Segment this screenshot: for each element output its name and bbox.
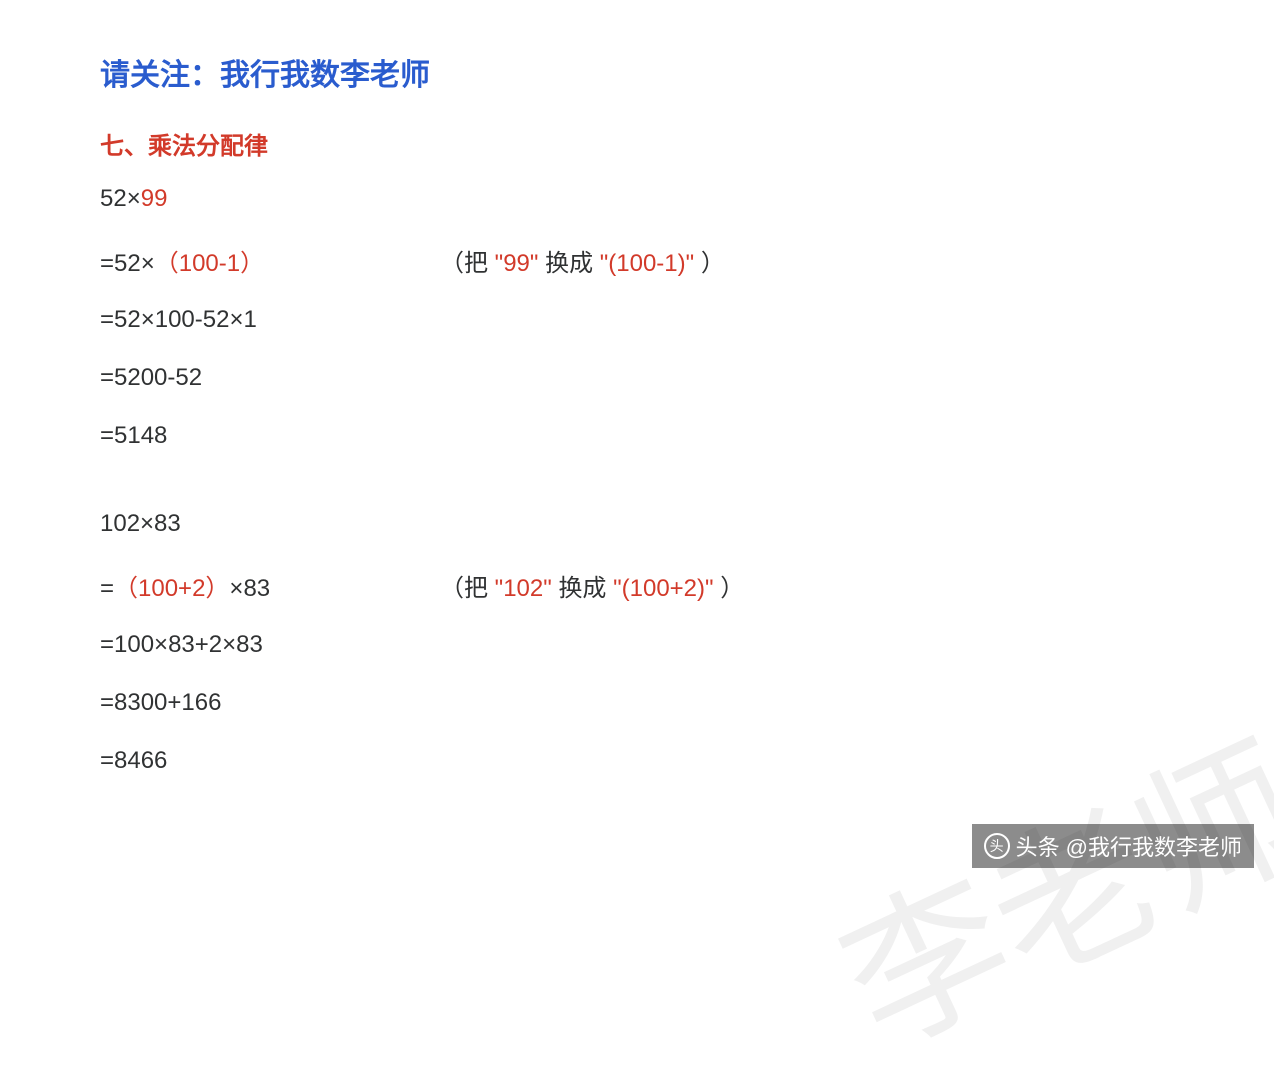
watermark-bar: 头 头条 @我行我数李老师: [972, 824, 1254, 868]
p2-line1: 102×83: [100, 510, 1174, 540]
p2-line3: =100×83+2×83: [100, 631, 1174, 661]
page-title: 请关注：我行我数李老师: [100, 50, 1174, 94]
text-red: （100-1）: [155, 250, 264, 277]
text: =8300+166: [100, 689, 221, 717]
text: 52×: [100, 185, 141, 212]
p2-line2: =（100+2）×83 （把 "102" 换成 "(100+2)" ）: [100, 568, 1174, 603]
text-red: "(100-1)": [600, 250, 694, 277]
text: =100×83+2×83: [100, 631, 263, 659]
text-red: （100+2）: [114, 575, 229, 602]
text: =5148: [100, 422, 167, 450]
text: ）: [720, 575, 744, 602]
text: ×83: [229, 575, 270, 602]
p1-line4: =5200-52: [100, 364, 1174, 394]
watermark-prefix: 头条: [1016, 830, 1060, 862]
text: （把: [440, 575, 488, 602]
p1-line5: =5148: [100, 422, 1174, 452]
text-red: "102": [495, 575, 552, 602]
text: 换成: [545, 250, 593, 277]
document-body: 请关注：我行我数李老师 七、乘法分配律 52×99 =52×（100-1） （把…: [0, 0, 1274, 855]
p1-line1: 52×99: [100, 185, 1174, 215]
text: =8466: [100, 747, 167, 775]
text: （把: [440, 250, 488, 277]
text: =52×100-52×1: [100, 306, 257, 334]
p2-line5: =8466: [100, 747, 1174, 777]
p2-line4: =8300+166: [100, 689, 1174, 719]
text: =52×: [100, 250, 155, 277]
section-header: 七、乘法分配律: [100, 126, 1174, 161]
text-red: "(100+2)": [613, 575, 713, 602]
spacer: [100, 480, 1174, 510]
toutiao-icon: 头: [984, 833, 1010, 859]
p1-line2: =52×（100-1） （把 "99" 换成 "(100-1)" ）: [100, 243, 1174, 278]
annotation: （把 "102" 换成 "(100+2)" ）: [440, 568, 744, 603]
watermark-text: @我行我数李老师: [1066, 830, 1242, 862]
text: =5200-52: [100, 364, 202, 392]
p1-line3: =52×100-52×1: [100, 306, 1174, 336]
text: ）: [701, 250, 725, 277]
text-red: 99: [141, 185, 168, 212]
annotation: （把 "99" 换成 "(100-1)" ）: [440, 243, 725, 278]
text: =: [100, 575, 114, 602]
text-red: "99": [495, 250, 539, 277]
text: 102×83: [100, 510, 181, 538]
text: 换成: [558, 575, 606, 602]
